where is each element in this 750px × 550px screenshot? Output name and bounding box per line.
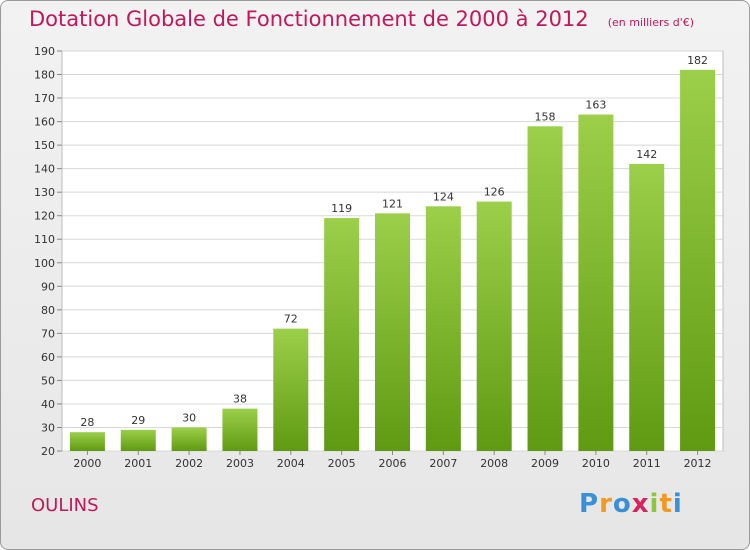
bar-2012 <box>680 69 716 451</box>
x-tick-label: 2010 <box>582 457 610 470</box>
x-tick-label: 2012 <box>684 457 712 470</box>
x-tick-label: 2000 <box>73 457 101 470</box>
y-tick-label: 70 <box>41 327 55 340</box>
value-label: 30 <box>182 411 196 424</box>
value-label: 124 <box>433 190 454 203</box>
y-tick-label: 180 <box>34 69 55 82</box>
city-name: OULINS <box>31 495 99 516</box>
x-tick-label: 2009 <box>531 457 559 470</box>
bar-2009 <box>527 126 563 451</box>
value-label: 182 <box>687 54 708 67</box>
proxiti-logo: Proxiti <box>579 489 683 519</box>
logo-letter: i <box>649 489 660 519</box>
y-tick-label: 110 <box>34 233 55 246</box>
x-tick-label: 2005 <box>328 457 356 470</box>
bar-2002 <box>171 427 207 451</box>
x-tick-label: 2001 <box>124 457 152 470</box>
x-tick-label: 2003 <box>226 457 254 470</box>
bar-2003 <box>222 408 258 451</box>
title-row: Dotation Globale de Fonctionnement de 20… <box>29 7 694 31</box>
bar-2008 <box>476 201 512 451</box>
bar-2005 <box>324 218 360 451</box>
y-tick-label: 120 <box>34 210 55 223</box>
logo-letter: x <box>631 489 650 519</box>
bar-2006 <box>375 213 410 451</box>
x-tick-label: 2011 <box>633 457 661 470</box>
y-tick-label: 60 <box>41 351 55 364</box>
bar-2007 <box>425 206 461 451</box>
value-label: 121 <box>382 197 403 210</box>
logo-letter: o <box>612 489 632 519</box>
chart-subtitle: (en milliers d'€) <box>607 16 695 29</box>
y-tick-label: 90 <box>41 280 55 293</box>
logo-letter: r <box>599 489 613 519</box>
y-tick-label: 170 <box>34 92 55 105</box>
x-tick-label: 2007 <box>429 457 457 470</box>
logo-letter: t <box>659 489 673 519</box>
value-label: 158 <box>535 110 556 123</box>
y-tick-label: 150 <box>34 139 55 152</box>
x-tick-label: 2006 <box>379 457 407 470</box>
value-label: 28 <box>80 416 94 429</box>
y-tick-label: 160 <box>34 116 55 129</box>
y-tick-label: 40 <box>41 398 55 411</box>
y-tick-label: 140 <box>34 163 55 176</box>
chart-title: Dotation Globale de Fonctionnement de 20… <box>29 7 589 31</box>
value-label: 29 <box>131 414 145 427</box>
x-tick-label: 2002 <box>175 457 203 470</box>
y-tick-label: 130 <box>34 186 55 199</box>
value-label: 126 <box>484 186 505 199</box>
bar-2004 <box>273 328 309 451</box>
y-tick-label: 190 <box>34 45 55 58</box>
logo-letter: P <box>579 489 600 519</box>
value-label: 163 <box>585 99 606 112</box>
value-label: 142 <box>636 148 657 161</box>
value-label: 119 <box>331 202 352 215</box>
y-tick-label: 100 <box>34 257 55 270</box>
x-tick-label: 2008 <box>480 457 508 470</box>
bar-2000 <box>69 432 105 451</box>
bar-2010 <box>578 114 614 451</box>
bar-2001 <box>120 429 156 451</box>
value-label: 72 <box>284 313 298 326</box>
x-tick-label: 2004 <box>277 457 305 470</box>
y-tick-label: 20 <box>41 445 55 458</box>
logo-letter: i <box>672 489 683 519</box>
bar-2011 <box>629 163 665 452</box>
y-tick-label: 80 <box>41 304 55 317</box>
value-label: 38 <box>233 393 247 406</box>
y-tick-label: 30 <box>41 421 55 434</box>
y-tick-label: 50 <box>41 374 55 387</box>
